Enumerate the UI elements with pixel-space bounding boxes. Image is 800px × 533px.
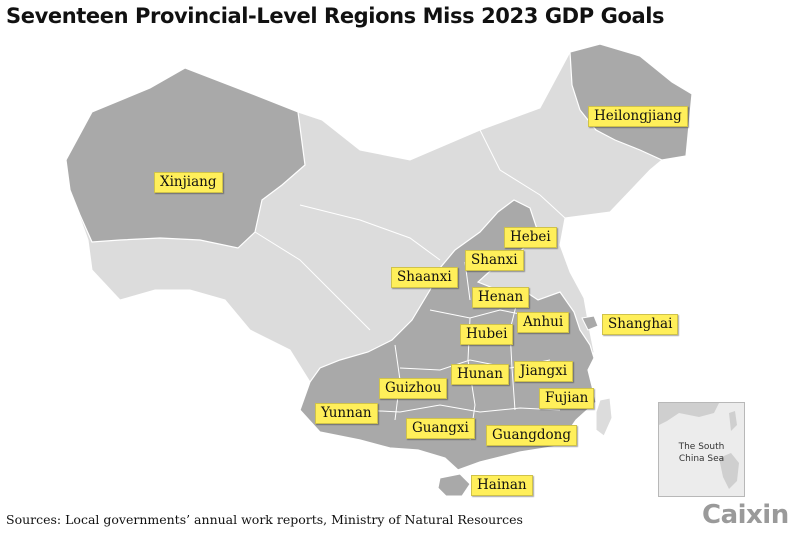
label-fujian: Fujian xyxy=(539,388,595,409)
region-heilongjiang xyxy=(569,43,693,161)
label-hubei: Hubei xyxy=(460,324,514,345)
inset-label: The South China Sea xyxy=(659,441,744,465)
page-title: Seventeen Provincial-Level Regions Miss … xyxy=(6,4,665,28)
boundary-line xyxy=(299,204,441,261)
inset-label-line1: The South xyxy=(678,442,725,452)
caixin-logo: Caixin xyxy=(702,500,789,530)
inset-coastline xyxy=(659,403,739,489)
label-jiangxi: Jiangxi xyxy=(514,361,574,382)
label-xinjiang: Xinjiang xyxy=(154,172,223,193)
label-guangxi: Guangxi xyxy=(406,418,475,439)
label-henan: Henan xyxy=(472,287,530,308)
label-anhui: Anhui xyxy=(517,312,570,333)
south-china-sea-inset: The South China Sea xyxy=(658,402,745,497)
label-shaanxi: Shaanxi xyxy=(391,267,458,288)
region-xinjiang xyxy=(65,67,306,249)
label-yunnan: Yunnan xyxy=(315,403,378,424)
boundary-line xyxy=(254,231,371,331)
label-heilongjiang: Heilongjiang xyxy=(588,106,688,127)
region-hainan xyxy=(437,473,471,497)
region-shanghai xyxy=(581,315,599,331)
source-note: Sources: Local governments’ annual work … xyxy=(6,512,523,527)
label-hunan: Hunan xyxy=(451,364,509,385)
region-taiwan xyxy=(595,397,613,437)
label-shanxi: Shanxi xyxy=(465,250,524,271)
boundary-line xyxy=(479,129,566,219)
label-shanghai: Shanghai xyxy=(602,314,679,335)
label-hainan: Hainan xyxy=(471,475,533,496)
inset-label-line2: China Sea xyxy=(678,454,725,464)
label-guangdong: Guangdong xyxy=(486,425,577,446)
label-hebei: Hebei xyxy=(504,227,557,248)
boundary-line xyxy=(359,404,561,413)
label-guizhou: Guizhou xyxy=(379,378,448,399)
boundary-line xyxy=(509,289,521,411)
